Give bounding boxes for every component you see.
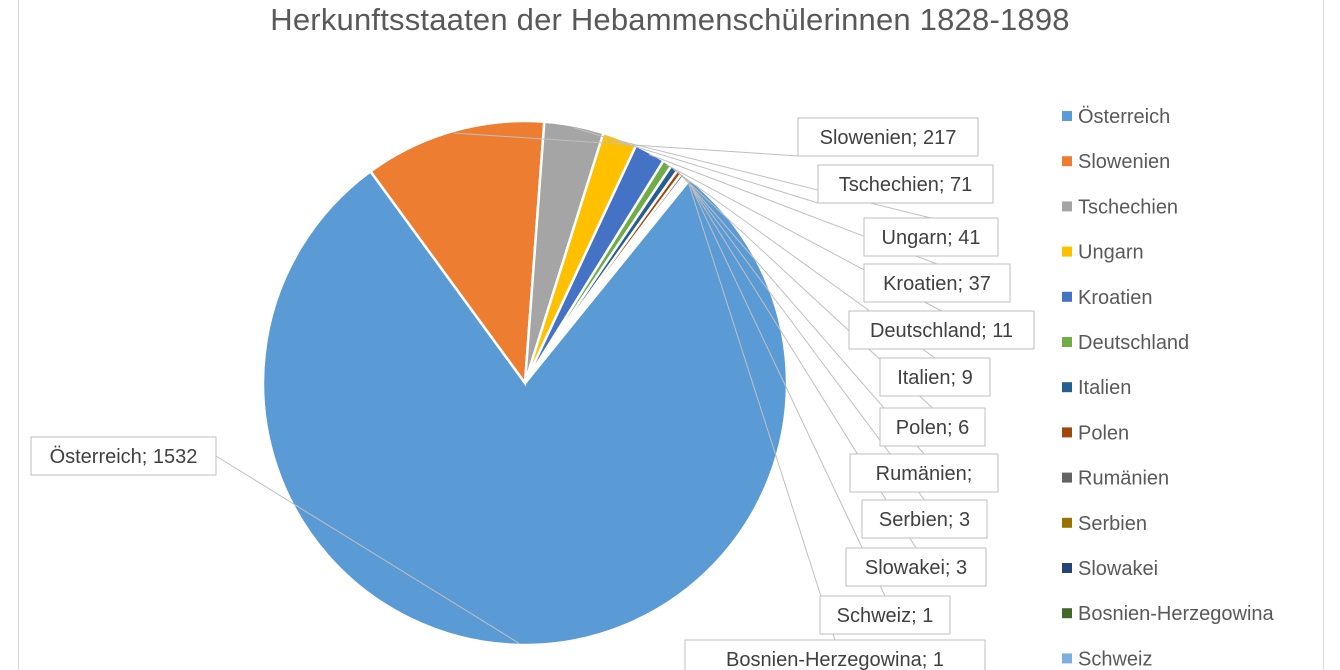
legend-item-ungarn: Ungarn xyxy=(1062,242,1144,264)
pie-slice-slowenien xyxy=(368,119,546,387)
data-label-box xyxy=(684,639,986,670)
legend-item-osterreich: Österreich xyxy=(1062,106,1170,128)
legend-swatch xyxy=(1062,156,1072,167)
legend-swatch xyxy=(1062,517,1072,528)
legend-item-bosnien-herzegowina: Bosnien-Herzegowina xyxy=(1062,603,1275,625)
data-label-box xyxy=(845,547,987,587)
legend-swatch xyxy=(1062,291,1072,302)
data-label-italien: Italien; 9 xyxy=(879,357,991,397)
legend-swatch xyxy=(1062,608,1072,619)
data-label-text: Ungarn; 41 xyxy=(882,227,981,249)
data-label-bosnien-herzegowina: Bosnien-Herzegowina; 1 xyxy=(684,639,986,670)
legend-item-tschechien: Tschechien xyxy=(1062,196,1178,218)
legend-label: Slowenien xyxy=(1078,151,1170,173)
data-label-text: Kroatien; 37 xyxy=(883,273,991,295)
chart-frame xyxy=(18,0,1324,670)
data-label-rumanien: Rumänien; xyxy=(849,453,999,493)
legend-label: Rumänien xyxy=(1078,468,1169,490)
data-label-text: Serbien; 3 xyxy=(879,509,970,531)
data-label-kroatien: Kroatien; 37 xyxy=(863,263,1011,303)
legend-label: Slowakei xyxy=(1078,558,1158,580)
legend-label: Tschechien xyxy=(1078,196,1178,218)
data-label-box xyxy=(797,117,979,157)
data-label-box xyxy=(879,407,986,447)
data-label-box xyxy=(849,453,999,493)
legend-label: Deutschland xyxy=(1078,332,1189,354)
legend-item-slowakei: Slowakei xyxy=(1062,558,1158,580)
legend-swatch xyxy=(1062,653,1072,664)
data-label-box xyxy=(817,164,994,204)
data-label-text: Polen; 6 xyxy=(896,417,969,439)
data-label-box xyxy=(863,217,999,257)
leader-line-bosnien-herzegowina xyxy=(687,179,836,641)
data-label-tschechien: Tschechien; 71 xyxy=(817,164,994,204)
legend-swatch xyxy=(1062,246,1072,257)
data-label-serbien: Serbien; 3 xyxy=(861,499,988,539)
legend-label: Polen xyxy=(1078,422,1129,444)
data-label-osterreich: Österreich; 1532 xyxy=(30,436,217,476)
pie-slice-osterreich xyxy=(261,169,789,647)
legend-swatch xyxy=(1062,427,1072,438)
data-label-text: Italien; 9 xyxy=(897,367,973,389)
legend-swatch xyxy=(1062,563,1072,573)
legend-label: Bosnien-Herzegowina xyxy=(1078,603,1275,625)
legend-label: Kroatien xyxy=(1078,287,1153,309)
legend-swatch xyxy=(1062,111,1072,121)
leader-line-tschechien xyxy=(573,127,819,204)
legend-item-deutschland: Deutschland xyxy=(1062,332,1189,354)
data-label-box xyxy=(819,595,951,635)
legend-label: Schweiz xyxy=(1078,648,1152,670)
legend-item-polen: Polen xyxy=(1062,422,1129,444)
data-label-text: Schweiz; 1 xyxy=(837,605,934,627)
data-label-ungarn: Ungarn; 41 xyxy=(863,217,999,257)
legend-item-slowenien: Slowenien xyxy=(1062,151,1170,173)
data-label-text: Rumänien; xyxy=(876,463,973,485)
legend-item-rumanien: Rumänien xyxy=(1062,468,1169,490)
leader-line-schweiz xyxy=(687,180,886,597)
leader-line-osterreich xyxy=(215,455,519,644)
chart-title: Herkunftsstaaten der Hebammenschülerinne… xyxy=(270,2,1070,37)
data-label-box xyxy=(848,310,1035,350)
legend-item-italien: Italien xyxy=(1062,377,1131,399)
data-label-text: Deutschland; 11 xyxy=(870,320,1013,342)
legend: Österreich Slowenien Tschechien Ungarn Kroat… xyxy=(1062,106,1275,670)
legend-item-kroatien: Kroatien xyxy=(1062,287,1153,309)
data-label-text: Bosnien-Herzegowina; 1 xyxy=(726,649,944,670)
data-label-slowenien: Slowenien; 217 xyxy=(797,117,979,157)
legend-swatch xyxy=(1062,337,1072,347)
legend-label: Österreich xyxy=(1078,106,1170,128)
legend-item-schweiz: Schweiz xyxy=(1062,648,1152,670)
data-label-text: Tschechien; 71 xyxy=(839,174,972,196)
legend-label: Italien xyxy=(1078,377,1131,399)
data-label-box xyxy=(879,357,991,397)
legend-swatch xyxy=(1062,201,1072,212)
data-label-box xyxy=(30,436,217,476)
data-label-slowakei: Slowakei; 3 xyxy=(845,547,987,587)
data-label-text: Slowakei; 3 xyxy=(865,557,967,579)
pie-slice-schweiz xyxy=(524,177,692,384)
leader-line-ungarn xyxy=(619,140,932,219)
legend-swatch xyxy=(1062,472,1072,483)
leader-line-slowenien xyxy=(453,132,799,157)
legend-label: Ungarn xyxy=(1078,242,1144,264)
data-label-box xyxy=(861,499,988,539)
data-label-text: Slowenien; 217 xyxy=(820,127,957,149)
data-label-schweiz: Schweiz; 1 xyxy=(819,595,951,635)
data-label-box xyxy=(863,263,1011,303)
legend-label: Serbien xyxy=(1078,513,1147,535)
data-label-deutschland: Deutschland; 11 xyxy=(848,310,1035,350)
legend-item-serbien: Serbien xyxy=(1062,513,1147,535)
legend-swatch xyxy=(1062,382,1072,393)
data-label-polen: Polen; 6 xyxy=(879,407,986,447)
data-label-text: Österreich; 1532 xyxy=(50,446,198,468)
